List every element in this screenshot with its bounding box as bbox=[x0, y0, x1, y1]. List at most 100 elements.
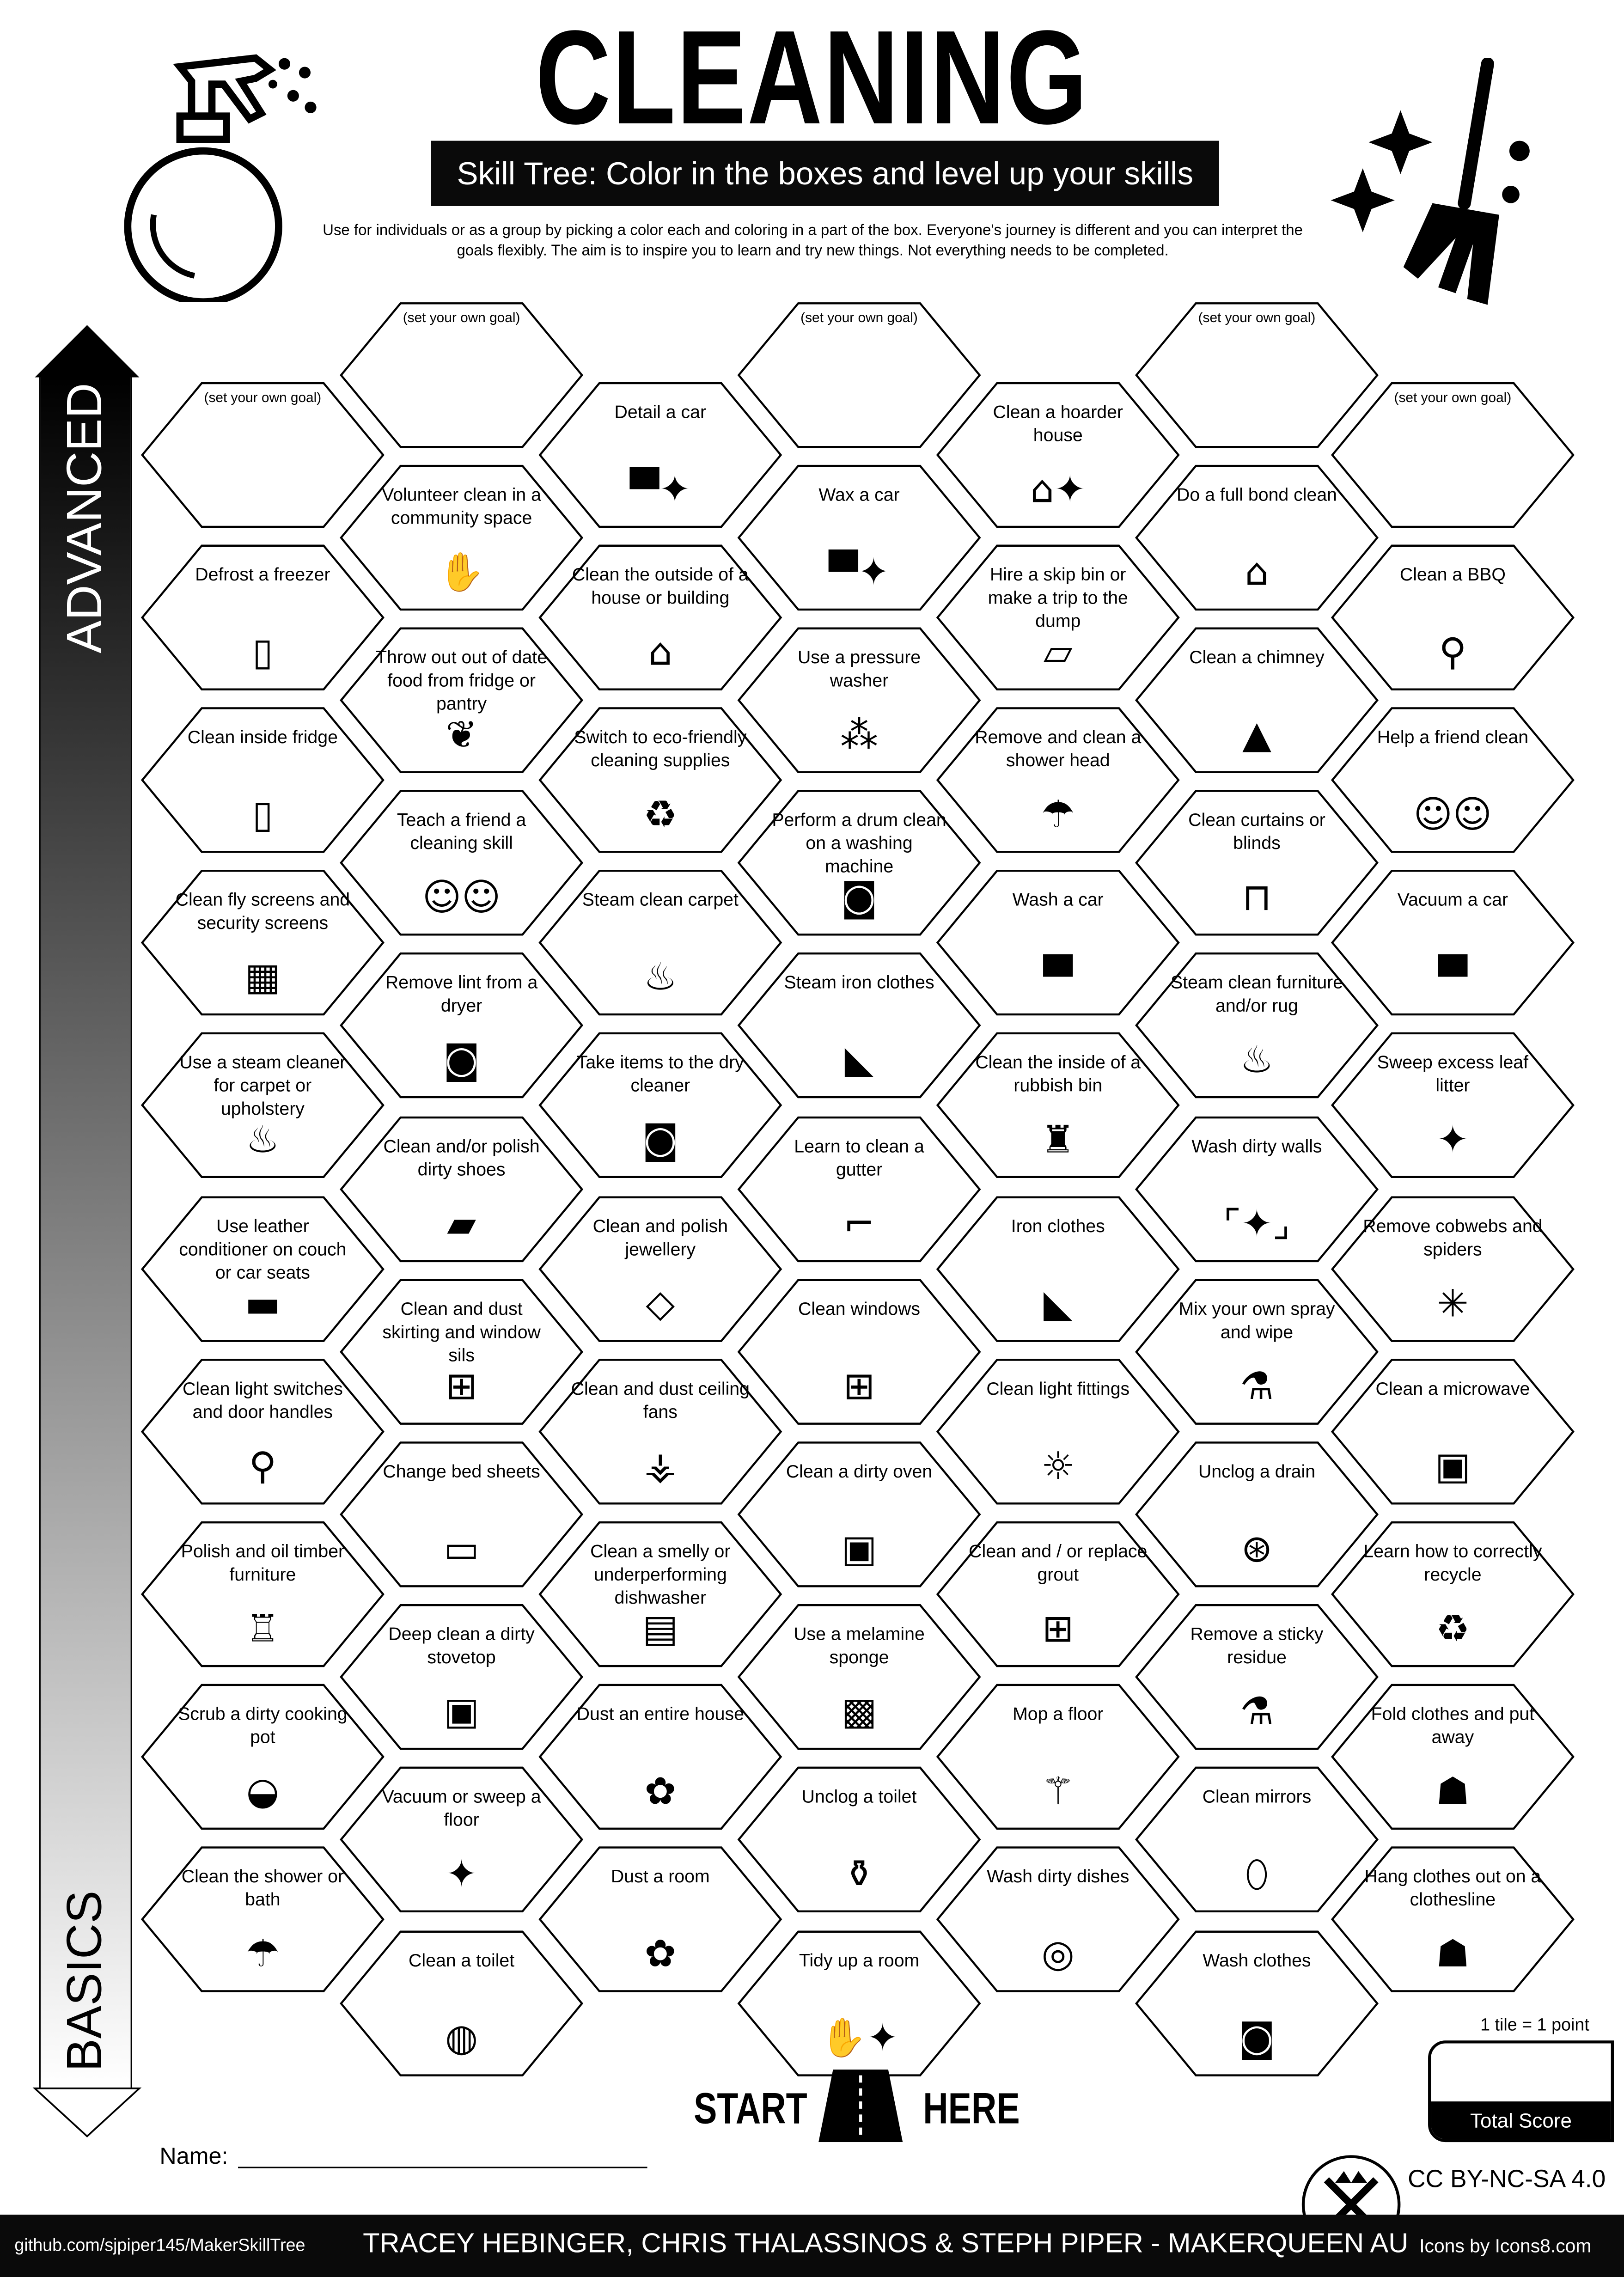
skill-tile[interactable]: Dust an entire house ✿ bbox=[538, 1684, 782, 1830]
skill-tile[interactable]: Use leather conditioner on couch or car … bbox=[140, 1195, 385, 1342]
mop-icon: ⚚ bbox=[1041, 1770, 1075, 1814]
skill-tile[interactable]: Help a friend clean ☺☺ bbox=[1331, 707, 1575, 853]
skill-tile[interactable]: Clean a dirty oven ▣ bbox=[737, 1441, 981, 1587]
name-field[interactable] bbox=[238, 2167, 647, 2168]
skill-tile[interactable]: Steam iron clothes ◣ bbox=[737, 952, 981, 1099]
name-label: Name: bbox=[159, 2145, 228, 2170]
skill-tile[interactable]: Change bed sheets ▭ bbox=[340, 1441, 584, 1587]
hexagon-outline bbox=[936, 381, 1180, 527]
skill-tile[interactable]: Unclog a drain ⊛ bbox=[1135, 1441, 1379, 1587]
basics-text: BASICS bbox=[57, 1890, 113, 2072]
skill-tile[interactable]: Hang clothes out on a clothesline ☗ bbox=[1331, 1846, 1575, 1993]
skill-tile[interactable]: Clean a toilet ◍ bbox=[340, 1929, 584, 2076]
skill-tile[interactable]: Detail a car ▀✦ bbox=[538, 381, 782, 527]
skill-tile[interactable]: Clean and dust skirting and window sils ⊞ bbox=[340, 1278, 584, 1425]
skill-tile[interactable]: Dust a room ✿ bbox=[538, 1846, 782, 1993]
skill-tile[interactable]: Clean curtains or blinds ⊓ bbox=[1135, 790, 1379, 936]
hexagon-outline bbox=[1135, 1441, 1379, 1587]
skill-tile[interactable]: Deep clean a dirty stovetop ▣ bbox=[340, 1604, 584, 1750]
skill-tile[interactable]: Clean the inside of a rubbish bin ♜ bbox=[936, 1032, 1180, 1179]
skill-label: Deep clean a dirty stovetop bbox=[388, 1624, 535, 1668]
skill-tile[interactable]: Clean and polish jewellery ◇ bbox=[538, 1195, 782, 1342]
skill-tile[interactable]: Clean the outside of a house or building… bbox=[538, 544, 782, 690]
skill-tile[interactable]: Take items to the dry cleaner ◙ bbox=[538, 1032, 782, 1179]
hexagon-outline bbox=[140, 1521, 385, 1667]
skill-tile[interactable]: Clean light switches and door handles ⚲ bbox=[140, 1358, 385, 1504]
skill-tile[interactable]: Do a full bond clean ⌂ bbox=[1135, 464, 1379, 610]
skill-tile[interactable]: Wash dirty dishes ◎ bbox=[936, 1846, 1180, 1993]
skill-tile[interactable]: Switch to eco-friendly cleaning supplies… bbox=[538, 707, 782, 853]
microwave-icon: ▣ bbox=[1435, 1445, 1471, 1489]
skill-tile[interactable]: Use a melamine sponge ▩ bbox=[737, 1604, 981, 1750]
skill-tile[interactable]: Clean fly screens and security screens ▦ bbox=[140, 869, 385, 1016]
skill-tile[interactable]: Hire a skip bin or make a trip to the du… bbox=[936, 544, 1180, 690]
skill-tile[interactable]: Clean light fittings ☼ bbox=[936, 1358, 1180, 1504]
skill-tile[interactable]: Use a steam cleaner for carpet or uphols… bbox=[140, 1032, 385, 1179]
skill-tile[interactable]: Unclog a toilet ⚱ bbox=[737, 1767, 981, 1913]
skill-tile[interactable]: Sweep excess leaf litter ✦ bbox=[1331, 1032, 1575, 1179]
skill-tile[interactable]: Wash a car ▀ bbox=[936, 869, 1180, 1016]
skill-tile[interactable]: Wax a car ▀✦ bbox=[737, 464, 981, 610]
custom-goal-tile[interactable]: (set your own goal) bbox=[1331, 381, 1575, 527]
skill-tile[interactable]: Clean inside fridge ▯ bbox=[140, 707, 385, 853]
skill-tile[interactable]: Remove lint from a dryer ◙ bbox=[340, 952, 584, 1099]
skill-tile[interactable]: Clean a smelly or underperforming dishwa… bbox=[538, 1521, 782, 1667]
icons-credit[interactable]: Icons by Icons8.com bbox=[1419, 2235, 1592, 2257]
skill-tile[interactable]: Clean the shower or bath ☂ bbox=[140, 1846, 385, 1993]
skill-tile[interactable]: Tidy up a room ✋✦ bbox=[737, 1929, 981, 2076]
skill-tile[interactable]: Polish and oil timber furniture ♖ bbox=[140, 1521, 385, 1667]
hexagon-outline bbox=[737, 1604, 981, 1750]
skill-tile[interactable]: Throw out out of date food from fridge o… bbox=[340, 627, 584, 773]
skill-tile[interactable]: Perform a drum clean on a washing machin… bbox=[737, 790, 981, 936]
skill-tile[interactable]: Wash dirty walls ⌜✦⌟ bbox=[1135, 1115, 1379, 1262]
advanced-label: ADVANCED bbox=[41, 380, 131, 656]
skill-tile[interactable]: Clean and/or polish dirty shoes ▰ bbox=[340, 1115, 584, 1262]
skill-tile[interactable]: Vacuum or sweep a floor ✦ bbox=[340, 1767, 584, 1913]
skill-tile[interactable]: Clean and / or replace grout ⊞ bbox=[936, 1521, 1180, 1667]
skill-label: Use a steam cleaner for carpet or uphols… bbox=[179, 1052, 346, 1120]
github-link[interactable]: github.com/sjpiper145/MakerSkillTree bbox=[14, 2235, 305, 2256]
skill-tile[interactable]: Steam clean carpet ♨ bbox=[538, 869, 782, 1016]
skill-tile[interactable]: Use a pressure washer ⁂ bbox=[737, 627, 981, 773]
license-text: CC BY-NC-SA 4.0 bbox=[1408, 2165, 1606, 2193]
rotten-food-icon: ❦ bbox=[446, 714, 477, 757]
skill-tile[interactable]: Clean and dust ceiling fans ⚶ bbox=[538, 1358, 782, 1504]
skill-tile[interactable]: Clean mirrors ⬯ bbox=[1135, 1767, 1379, 1913]
skill-tile[interactable]: Clean a chimney ▲ bbox=[1135, 627, 1379, 773]
skill-tile[interactable]: Mop a floor ⚚ bbox=[936, 1684, 1180, 1830]
hexagon-outline bbox=[1331, 1195, 1575, 1342]
skill-tile[interactable]: Wash clothes ◙ bbox=[1135, 1929, 1379, 2076]
screen-grid-icon: ▦ bbox=[244, 956, 281, 1000]
skill-tile[interactable]: Clean a microwave ▣ bbox=[1331, 1358, 1575, 1504]
custom-goal-tile[interactable]: (set your own goal) bbox=[1135, 301, 1379, 448]
skill-tile[interactable]: Clean a hoarder house ⌂✦ bbox=[936, 381, 1180, 527]
skill-tile[interactable]: Teach a friend a cleaning skill ☺☺ bbox=[340, 790, 584, 936]
skill-label: Clean curtains or blinds bbox=[1188, 810, 1325, 854]
skill-tile[interactable]: Remove and clean a shower head ☂ bbox=[936, 707, 1180, 853]
skill-tile[interactable]: Remove a sticky residue ⚗ bbox=[1135, 1604, 1379, 1750]
skill-label: Wax a car bbox=[818, 484, 900, 505]
skill-tile[interactable]: Learn to clean a gutter ⌐ bbox=[737, 1115, 981, 1262]
skill-tile[interactable]: Steam clean furniture and/or rug ♨ bbox=[1135, 952, 1379, 1099]
skill-tile[interactable]: Volunteer clean in a community space ✋ bbox=[340, 464, 584, 610]
skill-tile[interactable]: Iron clothes ◣ bbox=[936, 1195, 1180, 1342]
people-icon: ☺☺ bbox=[1413, 794, 1492, 837]
skill-label: Clean fly screens and security screens bbox=[175, 890, 350, 934]
skill-tile[interactable]: Defrost a freezer ▯ bbox=[140, 544, 385, 690]
custom-goal-tile[interactable]: (set your own goal) bbox=[737, 301, 981, 448]
hexagon-outline bbox=[538, 870, 782, 1016]
skill-tile[interactable]: Fold clothes and put away ☗ bbox=[1331, 1684, 1575, 1830]
skill-tile[interactable]: Vacuum a car ▀ bbox=[1331, 869, 1575, 1016]
custom-goal-tile[interactable]: (set your own goal) bbox=[340, 301, 584, 448]
skill-tile[interactable]: Clean windows ⊞ bbox=[737, 1278, 981, 1425]
hexagon-outline bbox=[1331, 381, 1575, 527]
skill-tile[interactable]: Scrub a dirty cooking pot ◒ bbox=[140, 1684, 385, 1830]
hexagon-outline bbox=[538, 1847, 782, 1993]
custom-goal-tile[interactable]: (set your own goal) bbox=[140, 381, 385, 527]
skill-tile[interactable]: Clean a BBQ ⚲ bbox=[1331, 544, 1575, 690]
skill-tile[interactable]: Remove cobwebs and spiders ✳ bbox=[1331, 1195, 1575, 1342]
total-score-box[interactable]: Total Score bbox=[1428, 2040, 1614, 2143]
skill-tile[interactable]: Mix your own spray and wipe ⚗ bbox=[1135, 1278, 1379, 1425]
skill-tile[interactable]: Learn how to correctly recycle ♻ bbox=[1331, 1521, 1575, 1667]
